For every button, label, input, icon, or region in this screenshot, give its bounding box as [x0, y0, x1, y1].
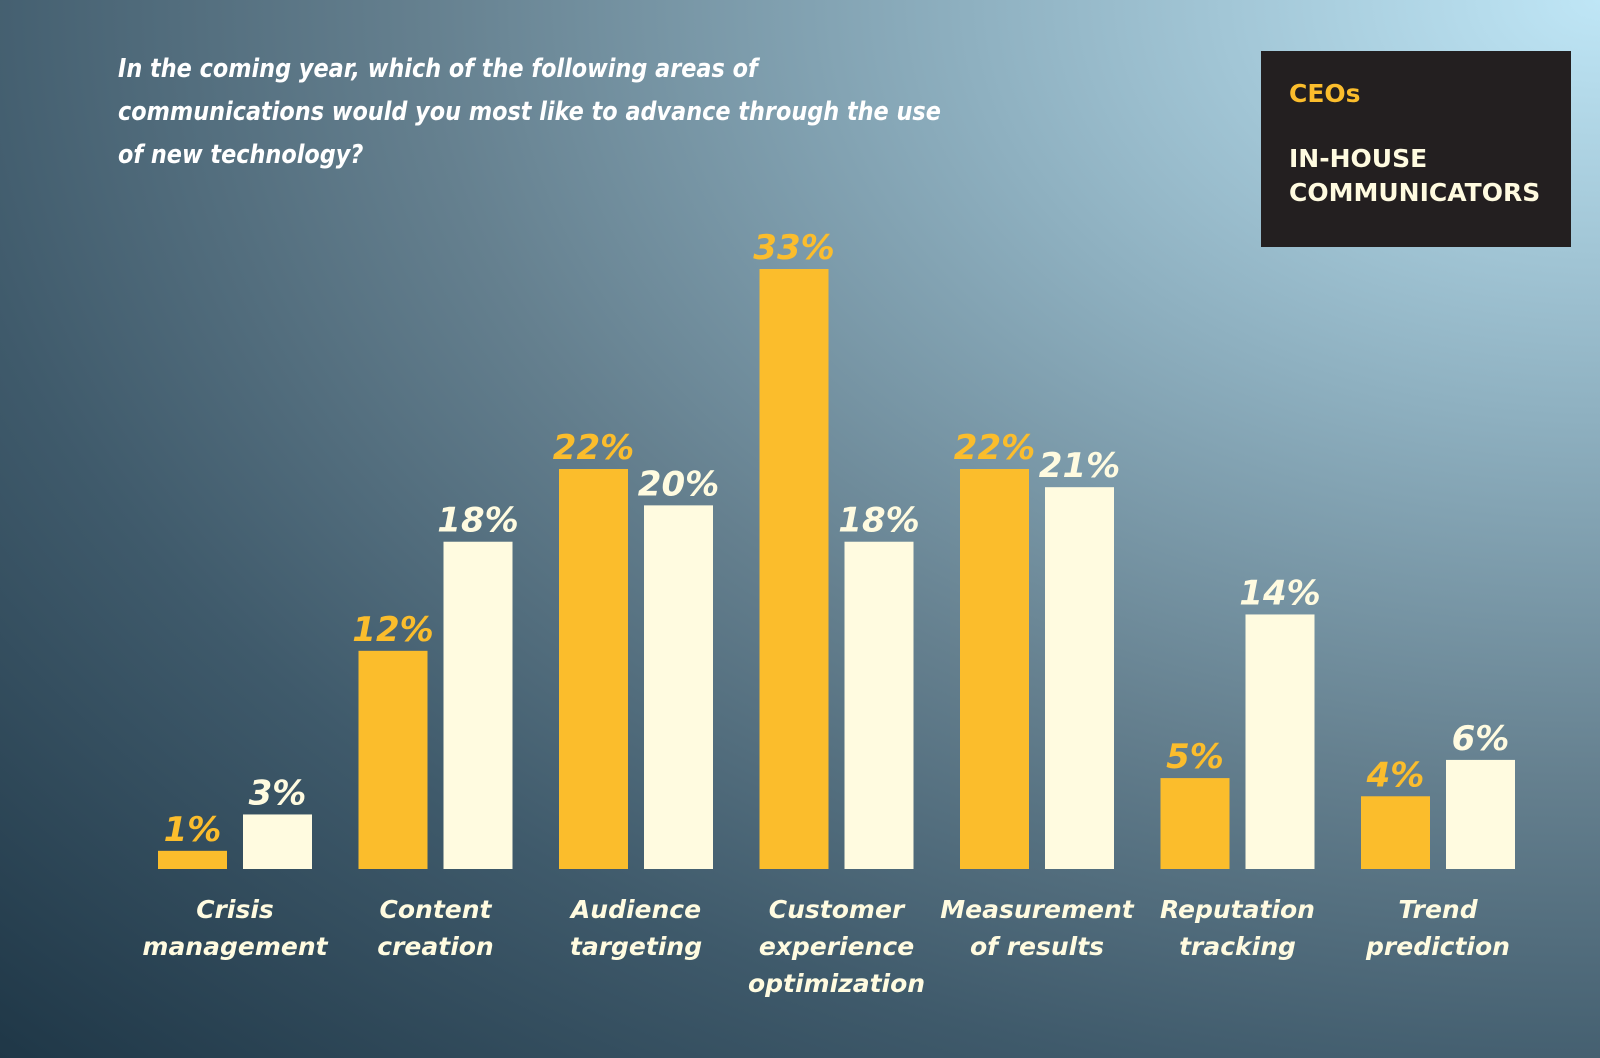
bar-ceos-6	[1361, 796, 1430, 869]
data-label-ceos-2: 22%	[553, 428, 634, 468]
data-label-in-house-0: 3%	[249, 773, 307, 813]
category-label-1: Content creation	[377, 895, 493, 961]
legend: CEOs IN-HOUSE COMMUNICATORS	[1261, 51, 1571, 247]
data-label-ceos-0: 1%	[164, 810, 222, 850]
bar-ceos-3	[759, 269, 829, 869]
category-label-0: Crisis management	[142, 895, 328, 961]
data-label-in-house-6: 6%	[1452, 719, 1510, 759]
bar-in-house-5	[1245, 614, 1315, 869]
category-label-3: Customer experience optimization	[748, 895, 925, 998]
legend-ceos: CEOs	[1289, 79, 1361, 108]
bar-ceos-2	[559, 469, 628, 869]
bar-ceos-0	[158, 850, 227, 869]
legend-in-house-communicators: IN-HOUSE COMMUNICATORS	[1289, 144, 1541, 207]
bar-ceos-5	[1160, 778, 1230, 869]
data-label-ceos-5: 5%	[1166, 737, 1224, 777]
bar-in-house-6	[1446, 759, 1515, 869]
data-label-in-house-3: 18%	[838, 501, 919, 541]
category-label-5: Reputation tracking	[1160, 895, 1315, 961]
data-label-in-house-4: 21%	[1039, 446, 1120, 486]
bar-in-house-3	[844, 541, 914, 869]
data-label-in-house-1: 18%	[437, 501, 518, 541]
bar-in-house-0	[243, 814, 312, 869]
bar-in-house-2	[644, 505, 713, 869]
data-label-ceos-4: 22%	[954, 428, 1035, 468]
category-label-6: Trend prediction	[1365, 895, 1510, 961]
category-label-2: Audience targeting	[569, 895, 702, 961]
data-label-ceos-6: 4%	[1366, 755, 1425, 795]
data-label-ceos-1: 12%	[352, 610, 433, 650]
data-label-in-house-5: 14%	[1239, 573, 1320, 613]
category-label-4: Measurement of results	[940, 895, 1134, 961]
bar-ceos-1	[358, 650, 428, 869]
bar-ceos-4	[960, 469, 1029, 869]
chart-title: In the coming year, which of the followi…	[118, 54, 941, 170]
data-label-ceos-3: 33%	[753, 228, 834, 268]
bar-in-house-1	[443, 541, 513, 869]
bar-in-house-4	[1045, 487, 1114, 869]
data-label-in-house-2: 20%	[638, 464, 719, 504]
